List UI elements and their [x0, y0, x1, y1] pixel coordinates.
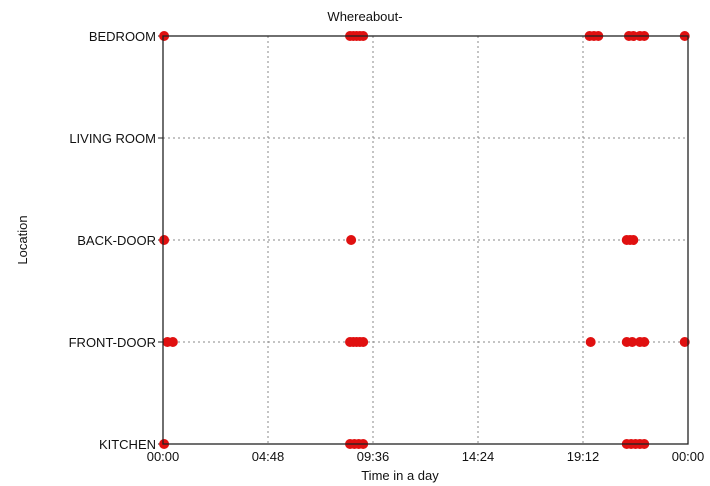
x-axis-title: Time in a day: [361, 468, 439, 483]
data-point: [159, 235, 170, 245]
data-point: [628, 235, 639, 245]
data-point: [167, 337, 178, 347]
data-points: [159, 31, 690, 449]
y-tick-label: KITCHEN: [99, 437, 156, 452]
data-point: [679, 337, 690, 347]
data-point: [627, 337, 638, 347]
plot-frame: [162, 35, 689, 445]
x-tick-label: 04:48: [252, 449, 285, 464]
x-tick-label: 00:00: [147, 449, 180, 464]
data-point: [358, 337, 369, 347]
y-tick-label: BACK-DOOR: [77, 233, 156, 248]
x-tick-labels: 00:00 04:48 09:36 14:24 19:12 00:00: [147, 449, 705, 464]
y-tick-label: LIVING ROOM: [69, 131, 156, 146]
x-tick-label: 09:36: [357, 449, 390, 464]
y-tick-labels: KITCHEN FRONT-DOOR BACK-DOOR LIVING ROOM BED…: [69, 29, 156, 452]
chart-title: Whereabout-: [327, 9, 402, 24]
data-point: [639, 337, 650, 347]
grid-lines: [158, 35, 688, 445]
data-point: [585, 337, 596, 347]
data-point: [346, 235, 357, 245]
y-axis-title: Location: [15, 215, 30, 264]
y-tick-label: BEDROOM: [89, 29, 156, 44]
x-tick-label: 19:12: [567, 449, 600, 464]
x-tick-label: 14:24: [462, 449, 495, 464]
y-tick-label: FRONT-DOOR: [69, 335, 156, 350]
x-tick-label: 00:00: [672, 449, 705, 464]
